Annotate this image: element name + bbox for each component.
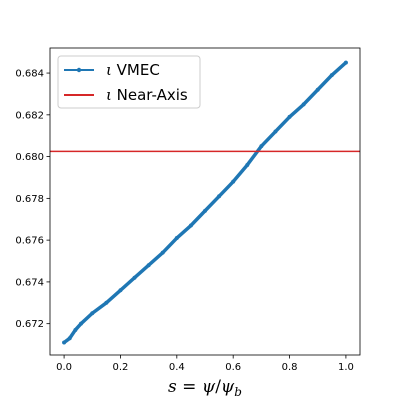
vmec-data-point: [73, 327, 78, 332]
vmec-data-point: [343, 60, 348, 65]
vmec-data-point: [160, 250, 165, 255]
y-tick-label: 0.674: [15, 277, 44, 288]
vmec-data-point: [231, 179, 236, 184]
x-tick-label: 0.0: [56, 362, 72, 373]
plot-content: [50, 60, 360, 345]
legend-label-near-axis: ι Near-Axis: [106, 86, 188, 104]
vmec-data-point: [315, 87, 320, 92]
vmec-data-point: [104, 300, 109, 305]
x-tick-label: 0.6: [225, 362, 241, 373]
vmec-data-point: [203, 208, 207, 213]
legend-label-vmec: ι VMEC: [106, 61, 160, 79]
x-tick-label: 0.8: [282, 362, 298, 373]
vmec-data-point: [188, 223, 193, 228]
vmec-data-point: [118, 288, 123, 293]
vmec-data-point: [287, 114, 292, 119]
vmec-data-point: [62, 340, 67, 345]
vmec-data-point: [301, 102, 306, 107]
axes: 0.0 0.2 0.4 0.6 0.8 1.0 0.672 0.674 0.676 0.678 0.…: [15, 47, 361, 373]
axes-frame: [49, 47, 361, 356]
vmec-data-point: [90, 311, 95, 316]
y-tick-label: 0.676: [15, 236, 44, 247]
vmec-data-point: [67, 336, 72, 341]
y-tick-label: 0.672: [15, 319, 44, 330]
vmec-data-point: [259, 144, 264, 149]
y-tick-label: 0.680: [15, 152, 44, 163]
vmec-data-point: [132, 275, 137, 280]
x-tick-label: 0.2: [113, 362, 129, 373]
y-tick-label: 0.682: [15, 110, 44, 121]
vmec-data-point: [245, 162, 250, 167]
x-tick-label: 1.0: [338, 362, 354, 373]
vmec-data-point: [329, 73, 334, 78]
x-tick-label: 0.4: [169, 362, 185, 373]
legend-marker: [76, 67, 82, 73]
vmec-data-point: [217, 194, 222, 199]
vmec-data-point: [273, 129, 278, 134]
plot-area: [50, 60, 360, 345]
vmec-data-point: [174, 236, 179, 241]
vmec-data-point: [146, 263, 151, 268]
x-axis-label: s = ψ/ψb: [168, 377, 242, 399]
y-tick-label: 0.678: [15, 194, 44, 205]
legend: ι VMEC ι Near-Axis: [57, 55, 201, 109]
y-tick-label: 0.684: [15, 69, 44, 80]
vmec-data-point: [79, 321, 83, 326]
